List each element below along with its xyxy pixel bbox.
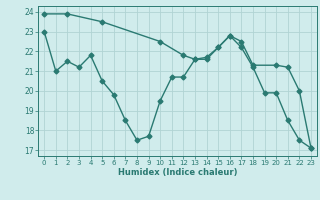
X-axis label: Humidex (Indice chaleur): Humidex (Indice chaleur) <box>118 168 237 177</box>
